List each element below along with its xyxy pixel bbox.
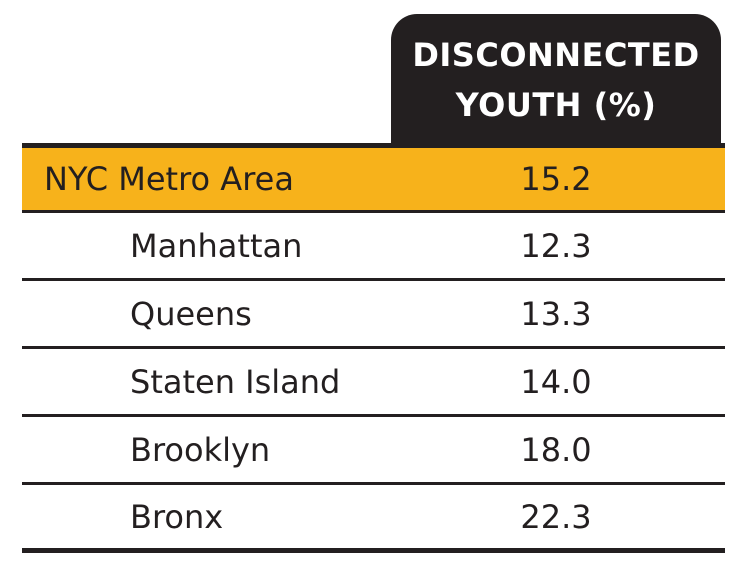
row-label: Staten Island bbox=[130, 362, 341, 401]
row-value: 22.3 bbox=[520, 497, 592, 536]
row-value: 14.0 bbox=[520, 362, 592, 401]
top-divider bbox=[22, 143, 725, 148]
column-header-line-1: DISCONNECTED bbox=[412, 36, 700, 74]
table-row-manhattan: Manhattan 12.3 bbox=[22, 213, 725, 281]
row-value: 15.2 bbox=[520, 160, 592, 198]
row-label: NYC Metro Area bbox=[44, 160, 294, 198]
table-row-metro: NYC Metro Area 15.2 bbox=[22, 148, 725, 213]
row-label: Bronx bbox=[130, 497, 224, 536]
table-row-staten-island: Staten Island 14.0 bbox=[22, 349, 725, 417]
column-header: DISCONNECTED YOUTH (%) bbox=[391, 14, 721, 154]
row-value: 12.3 bbox=[520, 226, 592, 265]
row-value: 13.3 bbox=[520, 294, 592, 333]
table-row-bronx: Bronx 22.3 bbox=[22, 485, 725, 553]
row-label: Queens bbox=[130, 294, 252, 333]
row-label: Manhattan bbox=[130, 226, 303, 265]
table-row-queens: Queens 13.3 bbox=[22, 281, 725, 349]
column-header-line-2: YOUTH (%) bbox=[455, 86, 657, 124]
row-label: Brooklyn bbox=[130, 430, 271, 469]
table-row-brooklyn: Brooklyn 18.0 bbox=[22, 417, 725, 485]
data-table: NYC Metro Area 15.2 Manhattan 12.3 Queen… bbox=[22, 148, 725, 553]
row-value: 18.0 bbox=[520, 430, 592, 469]
